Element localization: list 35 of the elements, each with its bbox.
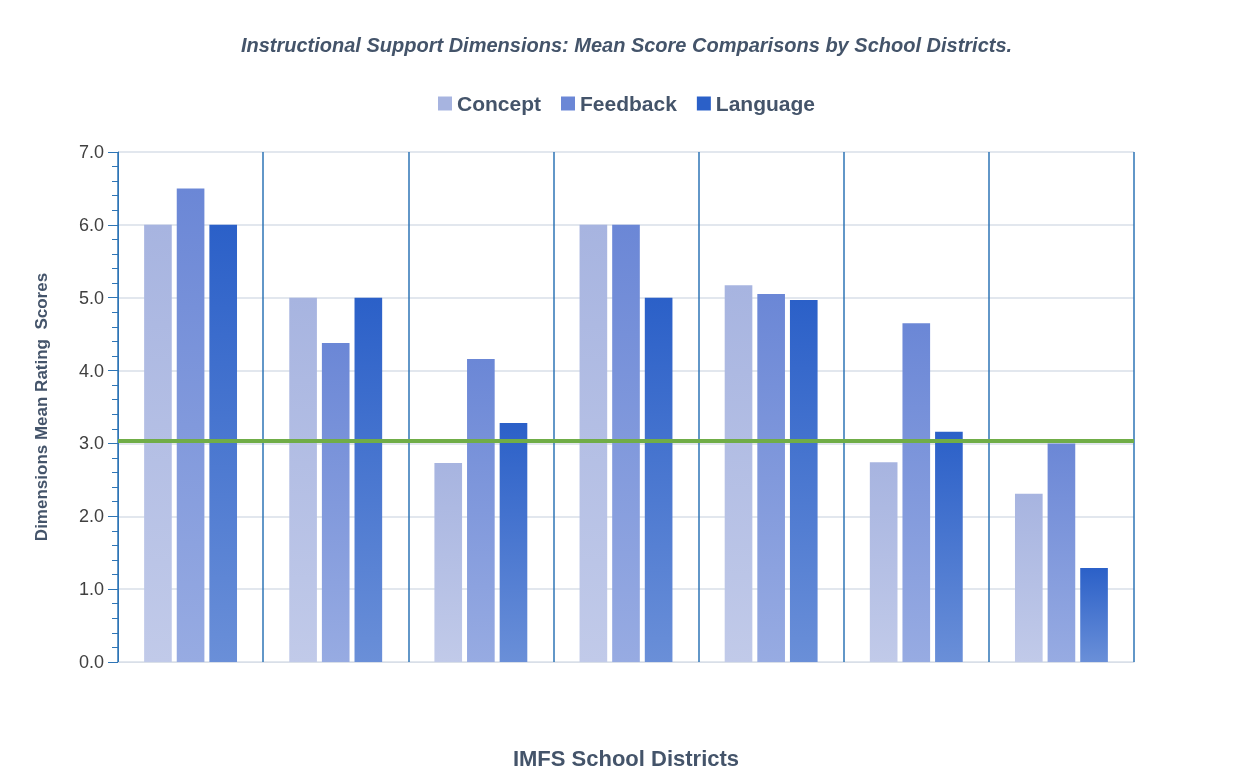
- y-tick-label: 5.0: [78, 287, 104, 308]
- y-tick-label: 6.0: [78, 214, 104, 235]
- bar: [434, 463, 463, 662]
- bar: [499, 423, 528, 662]
- bar: [935, 431, 963, 662]
- bar: [354, 297, 383, 662]
- y-tick-label: 1.0: [78, 579, 104, 600]
- y-tick-label: 3.0: [78, 433, 104, 454]
- bar: [902, 323, 931, 662]
- bar: [321, 342, 350, 662]
- bar: [1014, 493, 1043, 662]
- y-tick-label: 2.0: [78, 506, 104, 527]
- y-axis-title: Dimensions Mean Rating Scores: [32, 272, 51, 542]
- bar: [579, 224, 608, 662]
- bar: [467, 358, 495, 662]
- y-tick-label: 7.0: [78, 142, 104, 162]
- legend-label: Feedback: [579, 92, 678, 115]
- y-tick-label: 4.0: [78, 360, 104, 381]
- bar: [1047, 443, 1076, 662]
- x-axis-title: IMFS School Districts: [512, 745, 740, 771]
- bar: [209, 224, 238, 662]
- y-tick-label: 0.0: [78, 652, 104, 672]
- legend-label: Language: [715, 92, 816, 115]
- bar: [724, 285, 753, 662]
- bar: [612, 224, 640, 662]
- bar: [757, 294, 785, 662]
- bar: [1080, 568, 1108, 662]
- bar: [144, 224, 172, 662]
- bar: [289, 297, 317, 662]
- bar: [176, 188, 205, 662]
- bar: [644, 297, 673, 662]
- legend-label: Concept: [456, 92, 541, 115]
- chart-title: Instructional Support Dimensions: Mean Score Comparisons by School Districts.: [240, 34, 1013, 56]
- bar: [789, 299, 818, 662]
- bar: [869, 462, 898, 662]
